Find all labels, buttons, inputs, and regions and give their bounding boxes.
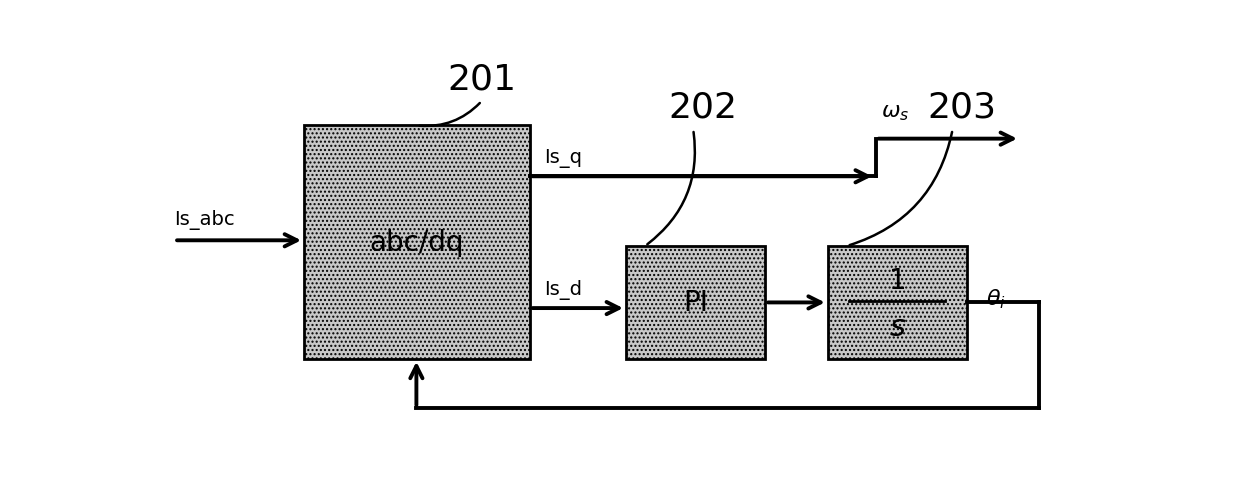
Text: 203: 203	[928, 90, 997, 124]
Text: PI: PI	[683, 289, 708, 317]
Bar	[828, 246, 967, 359]
Text: 201: 201	[448, 62, 516, 96]
Text: 202: 202	[668, 90, 738, 124]
Text: Is_d: Is_d	[544, 279, 583, 299]
Text: Is_q: Is_q	[544, 148, 583, 167]
Bar	[626, 246, 765, 359]
Text: 1: 1	[889, 266, 906, 294]
Text: $\omega_s$: $\omega_s$	[880, 103, 909, 123]
Bar	[304, 126, 529, 359]
Text: s: s	[889, 313, 905, 342]
Text: $\theta_i$: $\theta_i$	[986, 287, 1006, 311]
Text: abc/dq: abc/dq	[370, 229, 464, 257]
Text: Is_abc: Is_abc	[174, 209, 234, 229]
